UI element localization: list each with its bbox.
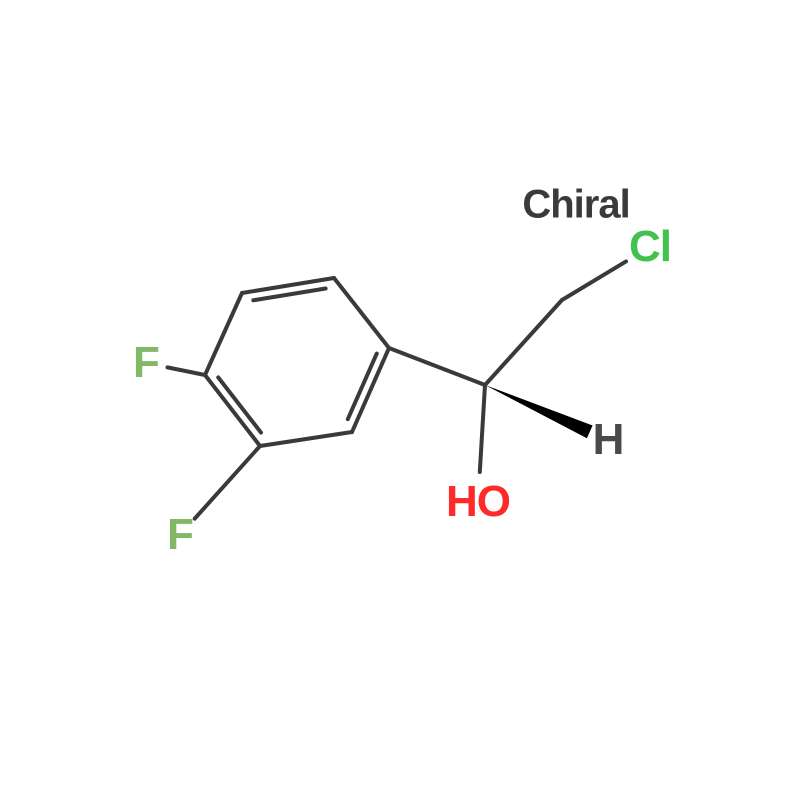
atom-Cl: Cl — [629, 222, 671, 272]
atom-F_bot: F — [167, 510, 193, 560]
atom-F_top: F — [133, 338, 159, 388]
structure-canvas: F F Cl H HO Chiral — [0, 0, 800, 800]
chiral-annotation: Chiral — [522, 183, 629, 228]
bonds-layer — [0, 0, 800, 800]
atom-H: H — [593, 415, 624, 465]
atom-OH: HO — [446, 477, 510, 527]
